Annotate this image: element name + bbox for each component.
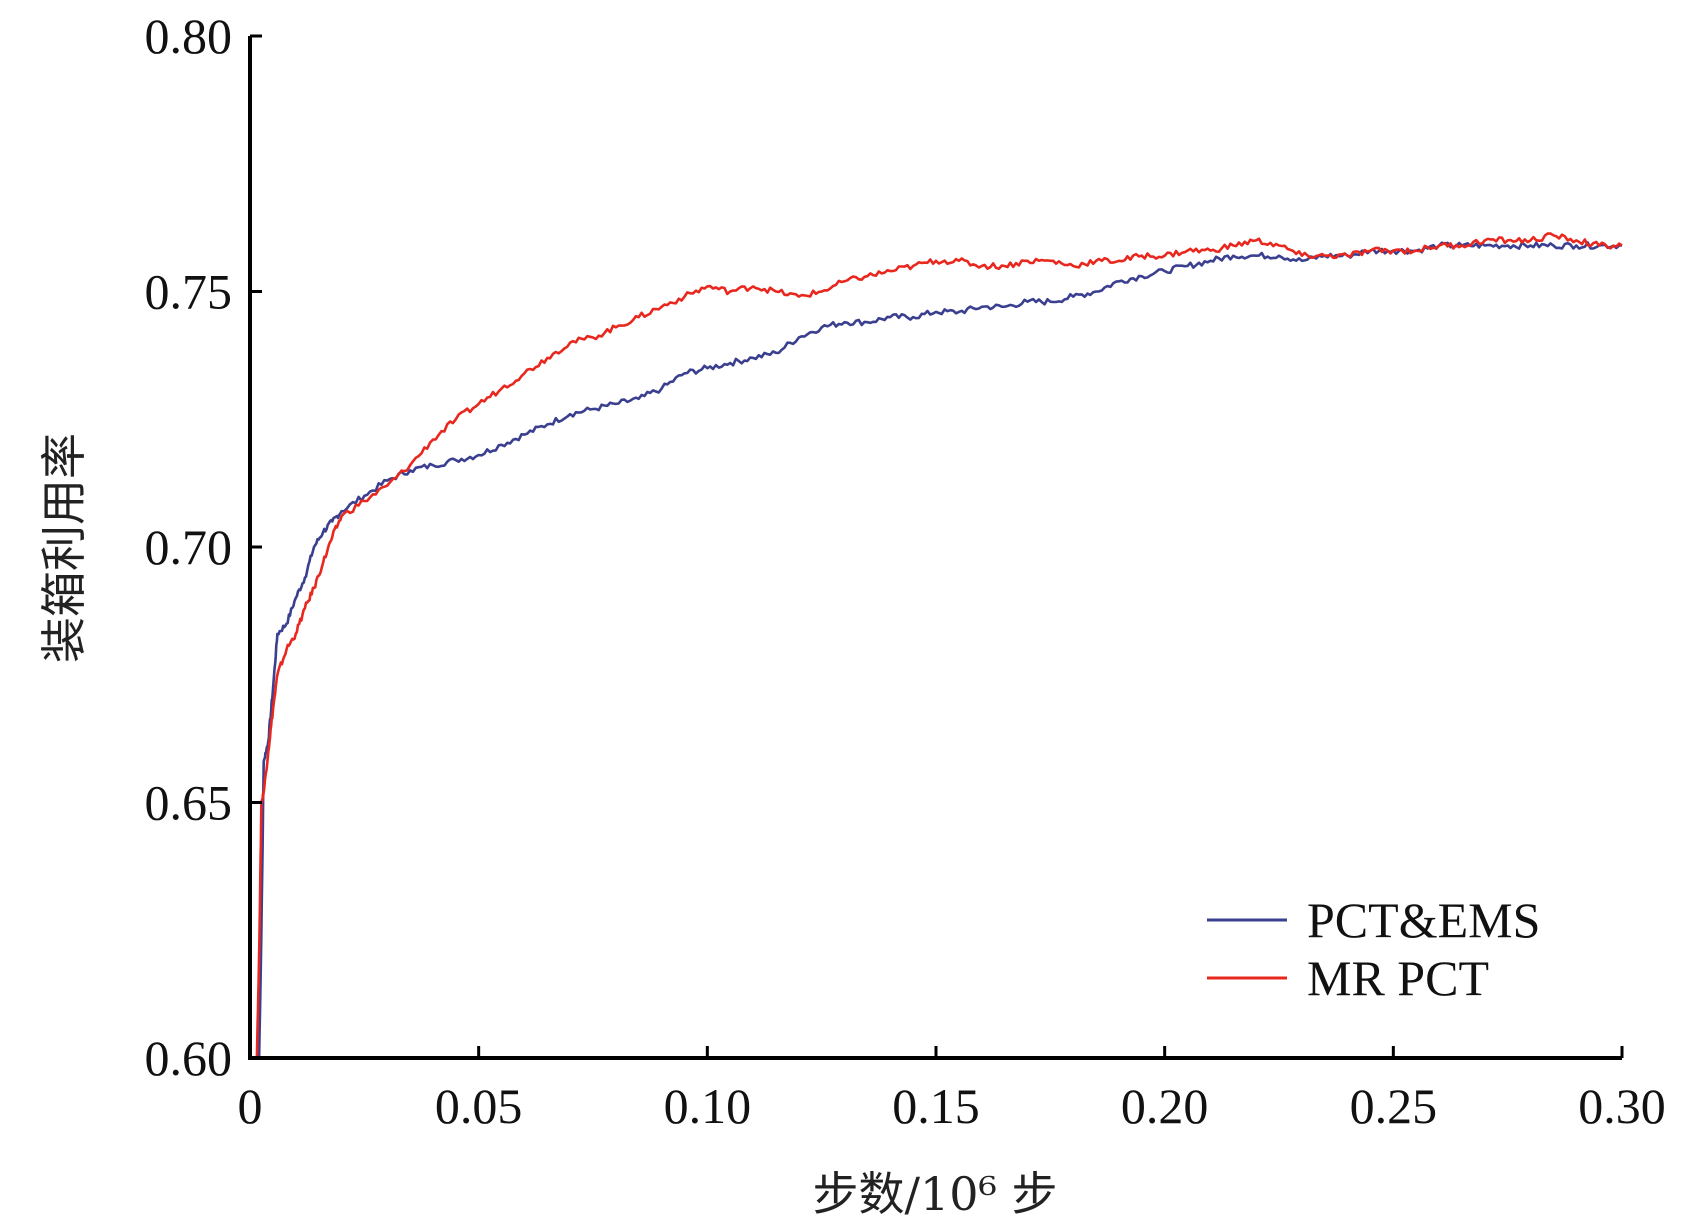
x-tick-label: 0.25	[1350, 1078, 1438, 1134]
y-axis-title: 装箱利用率	[37, 433, 91, 663]
x-tick-label: 0.15	[892, 1078, 980, 1134]
y-tick-label: 0.70	[145, 519, 233, 575]
x-ticks: 0 0.05 0.10 0.15 0.20 0.25 0.30	[238, 1046, 1666, 1134]
x-tick-label: 0.10	[664, 1078, 752, 1134]
y-ticks: 0.60 0.65 0.70 0.75 0.80	[145, 8, 262, 1086]
x-tick-label: 0	[238, 1078, 263, 1134]
y-tick-label: 0.80	[145, 8, 233, 64]
plot-lines	[255, 232, 1623, 1059]
series-line-1	[257, 241, 1622, 1059]
x-axis-title: 步数/10⁶ 步	[812, 1167, 1057, 1221]
x-tick-label: 0.20	[1121, 1078, 1209, 1134]
x-tick-label: 0.30	[1578, 1078, 1666, 1134]
legend-label: MR PCT	[1307, 950, 1489, 1006]
y-tick-label: 0.60	[145, 1030, 233, 1086]
y-tick-label: 0.75	[145, 264, 233, 320]
legend-label: PCT&EMS	[1307, 892, 1540, 948]
series-line-2	[255, 232, 1623, 1059]
y-tick-label: 0.65	[145, 775, 233, 831]
x-tick-label: 0.05	[435, 1078, 523, 1134]
